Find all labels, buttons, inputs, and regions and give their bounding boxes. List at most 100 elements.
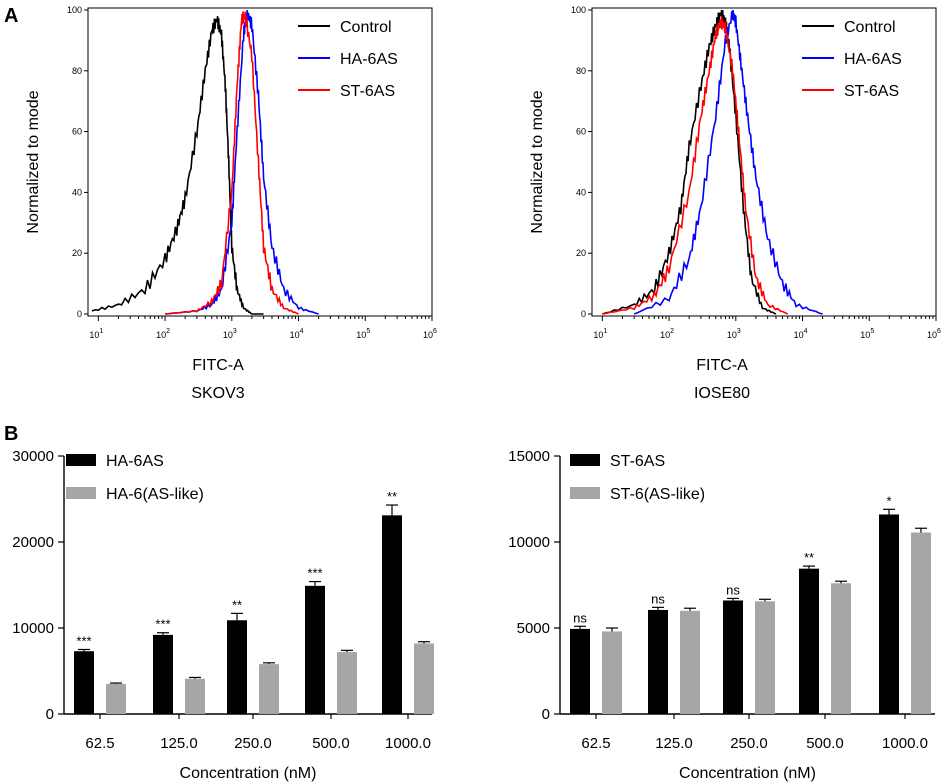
bar-ha-6(as-like) [259, 664, 279, 714]
legend-swatch [570, 487, 600, 499]
y-tick-label: 30000 [12, 448, 54, 465]
significance-label: *** [76, 634, 91, 649]
x-tick-label: 102 [660, 328, 674, 340]
bar-ha-6(as-like) [106, 683, 126, 714]
x-tick-exponent: 4 [804, 328, 808, 335]
y-tick-label: 20000 [12, 534, 54, 551]
x-tick-label: 104 [290, 328, 304, 340]
x-tick-label: 106 [927, 328, 941, 340]
x-tick-base: 10 [727, 330, 737, 340]
legend-label: HA-6(AS-like) [106, 486, 204, 503]
x-tick-label: 250.0 [730, 735, 768, 752]
x-tick-exponent: 1 [99, 328, 103, 335]
x-tick-label: 62.5 [85, 735, 114, 752]
legend-label: Control [844, 19, 896, 36]
x-tick-base: 10 [860, 330, 870, 340]
y-tick-label: 100 [571, 5, 586, 15]
bar-st-6as [570, 628, 590, 714]
x-tick-base: 10 [156, 330, 166, 340]
x-axis-label: FITC-A [192, 357, 244, 374]
x-axis-label: FITC-A [696, 357, 748, 374]
x-tick-base: 10 [223, 330, 233, 340]
y-tick-label: 20 [72, 248, 82, 258]
x-tick-exponent: 3 [737, 328, 741, 335]
x-tick-exponent: 6 [433, 328, 437, 335]
x-tick-label: 103 [727, 328, 741, 340]
bar-ha-6as [153, 634, 173, 714]
significance-label: ns [651, 591, 665, 606]
x-tick-exponent: 4 [300, 328, 304, 335]
y-tick-label: 0 [46, 706, 54, 723]
x-tick-label: 125.0 [655, 735, 693, 752]
y-tick-label: 0 [581, 309, 586, 319]
series-line-st-6as [165, 11, 299, 315]
legend-swatch [66, 487, 96, 499]
chart-title: IOSE80 [694, 385, 750, 402]
bar-ha-6(as-like) [337, 652, 357, 714]
x-tick-label: 101 [593, 328, 607, 340]
bar-st-6as [799, 568, 819, 714]
x-tick-label: 62.5 [581, 735, 610, 752]
x-tick-exponent: 3 [233, 328, 237, 335]
significance-label: *** [307, 566, 322, 581]
significance-label: * [886, 493, 891, 508]
significance-label: ** [232, 597, 242, 612]
x-tick-label: 500.0 [312, 735, 350, 752]
x-tick-base: 10 [593, 330, 603, 340]
bar-ha-6as [382, 515, 402, 714]
series-line-control [602, 9, 777, 315]
legend-swatch [570, 454, 600, 466]
x-tick-exponent: 5 [366, 328, 370, 335]
x-tick-base: 10 [423, 330, 433, 340]
x-tick-base: 10 [356, 330, 366, 340]
x-tick-label: 106 [423, 328, 437, 340]
y-tick-label: 20 [576, 248, 586, 258]
significance-label: ** [804, 550, 814, 565]
y-tick-label: 40 [72, 187, 82, 197]
y-axis-label: Normalized to mode [529, 90, 546, 233]
y-tick-label: 0 [542, 706, 550, 723]
series-line-st-6as [602, 16, 789, 315]
bar-ha-6(as-like) [185, 678, 205, 714]
x-tick-exponent: 5 [870, 328, 874, 335]
x-tick-label: 105 [860, 328, 874, 340]
x-tick-base: 10 [660, 330, 670, 340]
chart-title: SKOV3 [191, 385, 244, 402]
bar-chart-1: 0 5000 10000 15000 62.5 ns 125.0 ns 250.0 ns 500.0… [508, 448, 935, 782]
x-tick-base: 10 [927, 330, 937, 340]
y-tick-label: 10000 [508, 534, 550, 551]
legend-swatch [66, 454, 96, 466]
bar-st-6(as-like) [602, 631, 622, 714]
bar-ha-6as [74, 651, 94, 714]
series-line-ha-6as [165, 9, 319, 315]
y-axis-label: Normalized to mode [25, 90, 42, 233]
series-line-ha-6as [633, 9, 823, 315]
x-axis-label: Concentration (nM) [180, 765, 317, 782]
series-line-control [91, 16, 264, 315]
x-tick-base: 10 [89, 330, 99, 340]
x-tick-label: 125.0 [160, 735, 198, 752]
legend-label: HA-6AS [844, 51, 902, 68]
y-tick-label: 60 [576, 127, 586, 137]
bar-ha-6as [227, 620, 247, 714]
legend-label: ST-6AS [610, 453, 665, 470]
y-tick-label: 80 [576, 66, 586, 76]
x-tick-label: 250.0 [234, 735, 272, 752]
x-tick-base: 10 [794, 330, 804, 340]
y-tick-label: 60 [72, 127, 82, 137]
significance-label: ns [726, 582, 740, 597]
significance-label: *** [155, 617, 170, 632]
y-tick-label: 40 [576, 187, 586, 197]
x-tick-exponent: 6 [937, 328, 941, 335]
bar-st-6(as-like) [755, 601, 775, 714]
y-tick-label: 5000 [517, 620, 550, 637]
bar-st-6(as-like) [831, 583, 851, 714]
x-tick-exponent: 2 [670, 328, 674, 335]
bar-ha-6(as-like) [414, 643, 434, 714]
panel-letter-a: A [4, 5, 18, 27]
bar-st-6(as-like) [680, 610, 700, 714]
plot-frame [591, 7, 937, 317]
